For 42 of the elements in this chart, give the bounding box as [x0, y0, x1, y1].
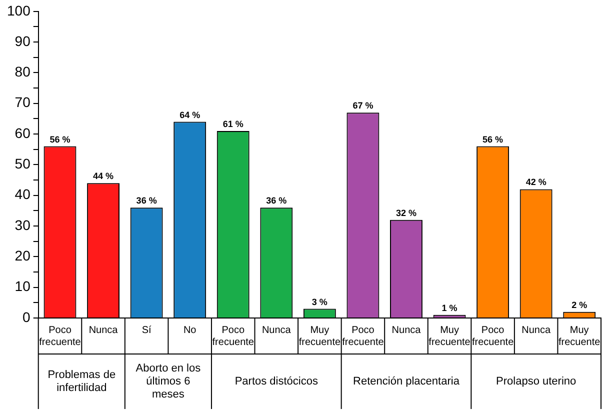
text: Prolapso uterino	[496, 376, 576, 388]
data-label: 67 %	[352, 100, 374, 111]
text: Aborto en los últimos 6 meses	[136, 362, 202, 401]
x-tick-label: Poco frecuente	[39, 324, 82, 348]
x-tick-label: Muy frecuente	[298, 324, 341, 348]
y-tick-label: 30	[14, 216, 31, 233]
x-tick-label: No	[183, 324, 197, 336]
y-tick-label: 0	[22, 308, 31, 325]
y-tick-label: 60	[14, 124, 31, 141]
text: Problemas de infertilidad	[48, 369, 116, 394]
y-tick-label: 40	[14, 186, 31, 202]
data-label: 56 %	[50, 134, 70, 144]
data-label: 61 %	[222, 118, 244, 129]
data-label: 44 %	[93, 171, 114, 182]
data-label: 42 %	[526, 177, 546, 188]
y-tick-label: 100	[7, 2, 31, 18]
x-tick-label: Nunca	[262, 324, 292, 336]
data-label: 3 %	[312, 296, 328, 307]
x-tick-label: Nunca	[392, 324, 422, 336]
y-tick-label: 70	[14, 94, 31, 110]
data-label: 2 %	[572, 300, 588, 310]
data-label: 36 %	[266, 196, 287, 206]
y-tick-label: 50	[14, 156, 31, 172]
data-label: 56 %	[482, 134, 504, 144]
y-tick-label: 10	[14, 278, 31, 294]
x-tick-label: Poco frecuente	[342, 324, 384, 348]
data-label: 32 %	[396, 208, 416, 218]
text: Retención placentaria	[353, 376, 460, 388]
x-tick-label: Nunca	[522, 324, 551, 336]
text: Partos distócicos	[234, 376, 318, 388]
x-tick-label: Muy frecuente	[558, 324, 601, 348]
y-tick-label: 80	[14, 64, 31, 80]
data-label: 64 %	[180, 110, 200, 120]
x-tick-label: Poco frecuente	[212, 324, 254, 348]
x-tick-label: Poco frecuente	[472, 324, 514, 348]
data-label: 36 %	[136, 196, 157, 206]
y-tick-label: 90	[14, 32, 31, 49]
data-label: 1 %	[442, 302, 458, 313]
x-tick-label: Nunca	[88, 324, 118, 336]
y-tick-label: 20	[14, 248, 31, 264]
x-tick-label: Muy frecuente	[428, 324, 471, 348]
x-tick-label: Sí	[142, 324, 152, 336]
